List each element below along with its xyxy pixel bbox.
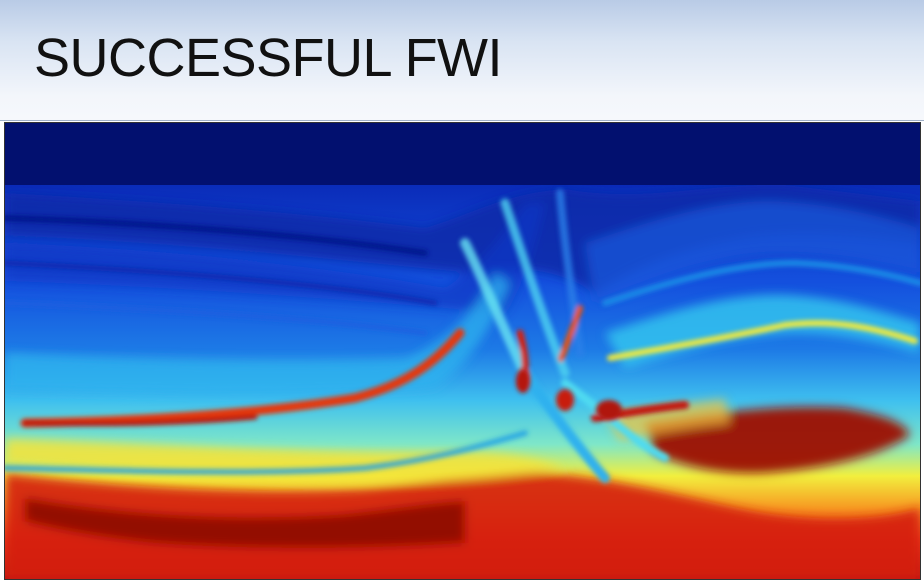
velocity-model-svg [5, 123, 920, 579]
velocity-model-image [4, 122, 921, 580]
slide-title: SUCCESSFUL FWI [34, 28, 503, 88]
water-layer [5, 123, 920, 185]
title-bar: SUCCESSFUL FWI [0, 0, 924, 121]
horizon-lines [5, 189, 920, 483]
velocity-anomalies [516, 369, 622, 420]
